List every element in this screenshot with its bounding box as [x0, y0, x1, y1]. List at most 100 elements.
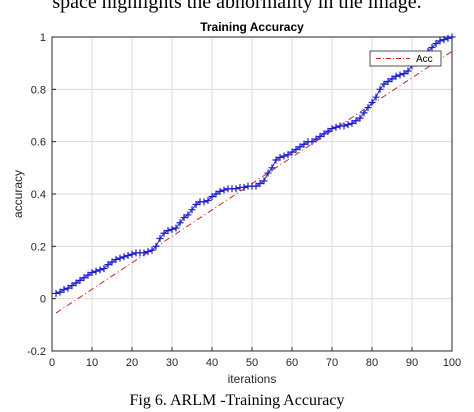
x-tick-label: 60 — [286, 357, 298, 369]
accuracy-data-point — [76, 276, 84, 284]
accuracy-data-point — [92, 267, 100, 275]
x-tick-label: 80 — [366, 357, 378, 369]
x-tick-label: 30 — [166, 357, 178, 369]
accuracy-data-point — [200, 198, 208, 206]
accuracy-data-point — [84, 271, 92, 279]
accuracy-data-point — [184, 211, 192, 219]
x-axis-title: iterations — [228, 372, 277, 386]
accuracy-data-point — [152, 242, 160, 250]
y-tick-label: 0.6 — [31, 137, 46, 149]
accuracy-data-point — [252, 182, 260, 190]
accuracy-data-point — [400, 70, 408, 78]
accuracy-data-point — [176, 219, 184, 227]
accuracy-data-point — [268, 164, 276, 172]
x-tick-label: 40 — [206, 357, 218, 369]
accuracy-data-point — [376, 85, 384, 93]
x-tick-label: 70 — [326, 357, 338, 369]
accuracy-data-point — [180, 214, 188, 222]
y-axis-title: accuracy — [11, 170, 25, 218]
accuracy-data-point — [60, 286, 68, 294]
accuracy-data-point — [264, 169, 272, 177]
accuracy-data-point — [352, 117, 360, 125]
accuracy-data-point — [144, 248, 152, 256]
accuracy-data-point — [392, 72, 400, 80]
accuracy-data-point — [220, 186, 228, 194]
accuracy-data-point — [216, 187, 224, 195]
accuracy-data-point — [168, 225, 176, 233]
accuracy-data-point — [348, 119, 356, 127]
accuracy-data-point — [280, 152, 288, 160]
accuracy-data-point — [276, 153, 284, 161]
accuracy-data-point — [116, 254, 124, 262]
accuracy-data-point — [208, 193, 216, 201]
accuracy-data-point — [88, 269, 96, 276]
accuracy-data-point — [288, 148, 296, 156]
accuracy-data-point — [380, 80, 388, 88]
accuracy-data-point — [56, 288, 64, 296]
accuracy-data-point — [80, 274, 88, 282]
legend: Acc — [369, 50, 442, 67]
accuracy-data-point — [372, 93, 380, 101]
accuracy-data-point — [356, 114, 364, 122]
accuracy-data-point — [260, 177, 268, 185]
accuracy-data-point — [360, 109, 368, 117]
y-tick-label: 0.2 — [31, 241, 46, 253]
accuracy-data-point — [388, 75, 396, 83]
accuracy-data-point — [256, 180, 264, 188]
accuracy-data-point — [148, 246, 156, 254]
accuracy-data-point — [140, 249, 148, 257]
header-text-fragment: space highlights the abnormality in the … — [52, 0, 422, 13]
acc-reference-line — [55, 50, 453, 314]
chart-title: Training Accuracy — [200, 20, 304, 34]
accuracy-data-point — [156, 234, 164, 242]
accuracy-data-point — [340, 122, 348, 130]
axis-ticks: 0 10 20 30 40 50 60 70 80 90 100-0.200.20.40.60.81 — [27, 32, 461, 369]
accuracy-data-point — [72, 279, 80, 287]
accuracy-data-point — [320, 130, 328, 138]
y-tick-label: -0.2 — [27, 346, 46, 358]
y-tick-label: 1 — [40, 32, 46, 44]
accuracy-data-point — [104, 261, 112, 269]
accuracy-data-point — [312, 135, 320, 143]
accuracy-data-point — [160, 229, 168, 237]
accuracy-data-point — [232, 185, 240, 193]
y-tick-label: 0.8 — [31, 84, 46, 96]
accuracy-data-point — [108, 258, 116, 266]
accuracy-data-point — [436, 37, 444, 45]
accuracy-data-point — [444, 34, 452, 42]
grid-lines — [51, 36, 453, 352]
accuracy-data-point — [188, 206, 196, 214]
y-tick-label: 0.4 — [31, 189, 46, 201]
accuracy-data-point — [328, 125, 336, 133]
accuracy-data-point — [292, 146, 300, 154]
legend-label-acc: Acc — [416, 54, 433, 65]
accuracy-data-point — [120, 253, 128, 261]
accuracy-data-point — [324, 127, 332, 135]
accuracy-data-point — [384, 77, 392, 85]
accuracy-data-point — [296, 143, 304, 151]
accuracy-data-point — [428, 43, 436, 51]
accuracy-data-point — [96, 266, 104, 274]
accuracy-data-point — [212, 190, 220, 198]
accuracy-data-point — [396, 71, 404, 79]
accuracy-data-point — [64, 284, 72, 292]
x-tick-label: 100 — [443, 357, 461, 369]
x-tick-label: 20 — [126, 357, 138, 369]
accuracy-data-point — [316, 132, 324, 140]
legend-box — [369, 50, 442, 67]
accuracy-data-point — [112, 255, 120, 263]
accuracy-data-point — [300, 140, 308, 148]
accuracy-data-point — [284, 151, 292, 159]
figure-caption: Fig 6. ARLM -Training Accuracy — [129, 392, 345, 409]
accuracy-data-point — [368, 98, 376, 106]
x-tick-label: 90 — [406, 357, 418, 369]
x-tick-label: 10 — [86, 357, 98, 369]
accuracy-data-point — [440, 36, 448, 44]
accuracy-data-point — [100, 265, 108, 273]
accuracy-data-point — [240, 183, 248, 191]
x-tick-label: 50 — [246, 357, 258, 369]
y-tick-label: 0 — [40, 294, 46, 306]
accuracy-data-point — [124, 251, 132, 259]
accuracy-data-point — [68, 282, 76, 290]
